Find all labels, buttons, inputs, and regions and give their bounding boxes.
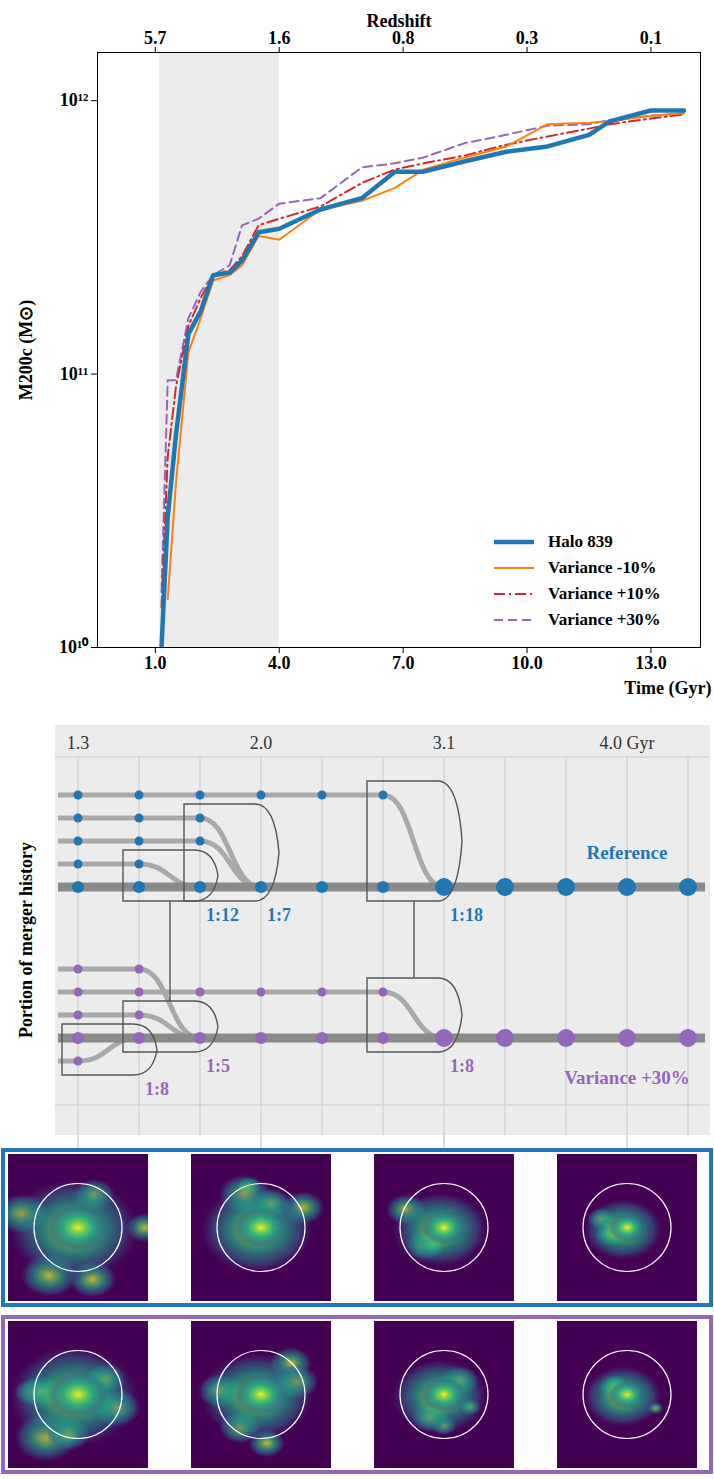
- svg-text:7.0: 7.0: [392, 653, 415, 673]
- svg-text:1.3: 1.3: [67, 733, 90, 753]
- svg-text:Portion of merger history: Portion of merger history: [16, 842, 36, 1038]
- svg-text:5.7: 5.7: [144, 28, 167, 48]
- html-text:Variance +10%: Variance +10%: [548, 584, 661, 603]
- svg-text:0.3: 0.3: [516, 28, 539, 48]
- svg-text:0.1: 0.1: [640, 28, 663, 48]
- svg-text:0.8: 0.8: [391, 27, 415, 48]
- svg-text:1:7: 1:7: [267, 905, 291, 925]
- svg-text:3.1: 3.1: [433, 733, 456, 753]
- svg-text:Redshift: Redshift: [366, 11, 431, 31]
- svg-text:10¹²: 10¹²: [60, 90, 89, 110]
- svg-text:1.6: 1.6: [268, 28, 291, 48]
- svg-text:Variance +30%: Variance +30%: [564, 1067, 690, 1088]
- svg-text:1:8: 1:8: [450, 1056, 474, 1076]
- svg-text:1:5: 1:5: [206, 1056, 230, 1076]
- svg-text:4.0: 4.0: [268, 653, 291, 673]
- svg-text:1:12: 1:12: [206, 905, 239, 925]
- svg-text:4.0 Gyr: 4.0 Gyr: [600, 733, 655, 753]
- svg-text:Reference: Reference: [587, 842, 668, 863]
- svg-text:10¹⁰: 10¹⁰: [59, 637, 89, 657]
- html-text:Halo 839: Halo 839: [548, 532, 613, 551]
- html-text:Variance -10%: Variance -10%: [548, 558, 657, 577]
- svg-text:Time (Gyr): Time (Gyr): [624, 678, 711, 699]
- svg-text:1:8: 1:8: [145, 1079, 169, 1099]
- html-text:Variance +30%: Variance +30%: [548, 610, 661, 629]
- svg-text:10¹¹: 10¹¹: [60, 364, 89, 384]
- svg-text:1.0: 1.0: [144, 653, 167, 673]
- svg-text:2.0: 2.0: [250, 733, 273, 753]
- svg-text:M200c (M⊙): M200c (M⊙): [16, 300, 37, 400]
- svg-text:13.0: 13.0: [635, 653, 667, 673]
- svg-text:1:18: 1:18: [450, 905, 483, 925]
- svg-text:10.0: 10.0: [511, 653, 543, 673]
